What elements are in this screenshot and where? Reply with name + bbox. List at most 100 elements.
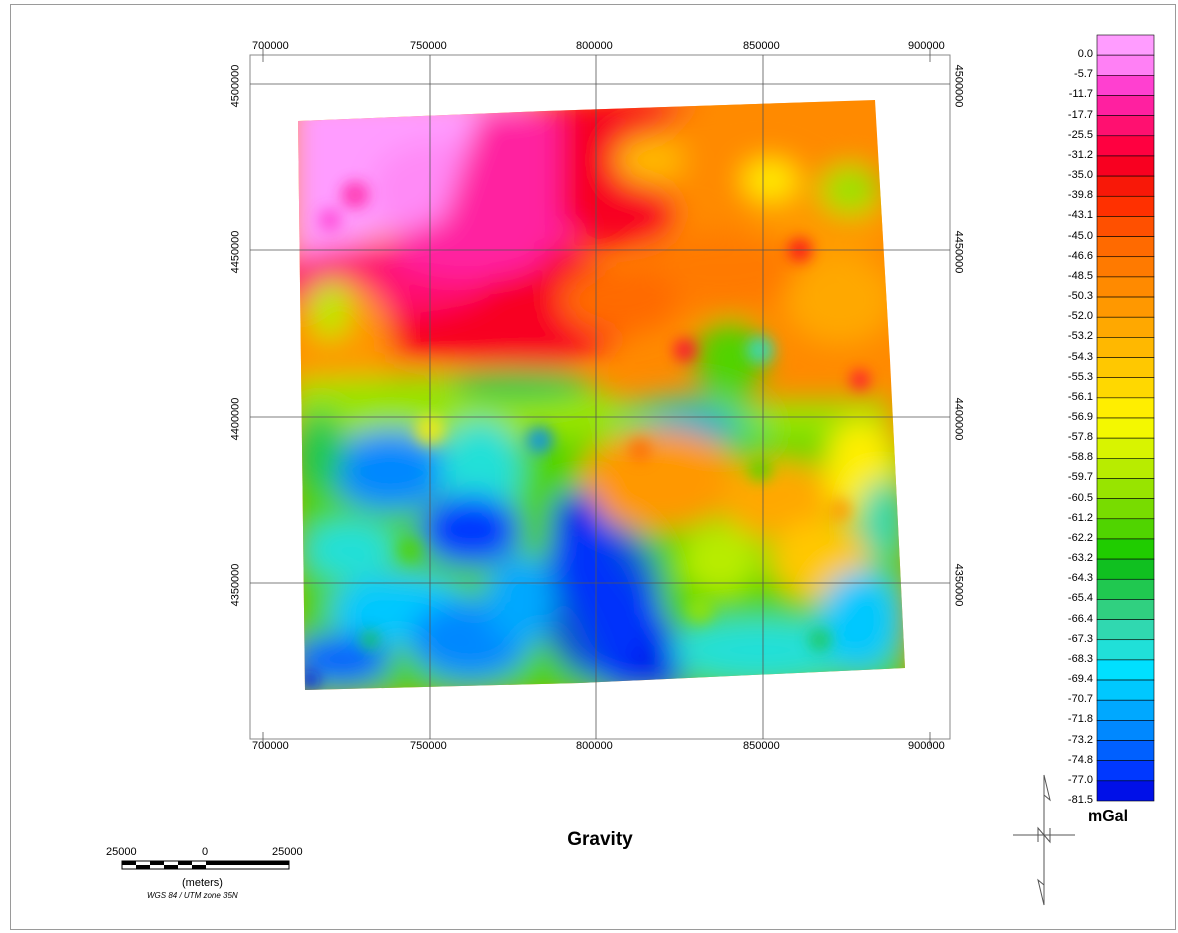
- legend-label: -39.8: [1067, 189, 1093, 202]
- coordinate-grid: [250, 55, 950, 739]
- legend-label: -55.3: [1067, 370, 1093, 383]
- x-tick-top-800000: 800000: [576, 40, 613, 52]
- y-tick-right-4450000: 4450000: [952, 230, 965, 274]
- legend-swatch: [1096, 740, 1155, 761]
- x-tick-bottom-750000: 750000: [410, 740, 447, 752]
- legend-label: -52.0: [1067, 310, 1093, 323]
- legend-swatch: [1096, 619, 1155, 641]
- scale-unit-label: (meters): [182, 877, 223, 889]
- legend-swatch: [1096, 639, 1155, 661]
- legend-swatch: [1096, 538, 1155, 560]
- legend-swatch: [1096, 357, 1155, 378]
- legend-label: -54.3: [1067, 350, 1093, 363]
- scale-center-label: 0: [202, 846, 209, 858]
- projection-label: WGS 84 / UTM zone 35N: [147, 891, 238, 900]
- legend-swatch: [1096, 599, 1155, 620]
- legend-swatch: [1096, 34, 1155, 56]
- legend-label: -43.1: [1067, 209, 1093, 222]
- legend-label: -57.8: [1067, 431, 1093, 444]
- y-tick-right-4350000: 4350000: [952, 563, 965, 607]
- legend-label: -11.7: [1068, 88, 1093, 101]
- legend-swatch: [1096, 558, 1155, 580]
- x-tick-top-750000: 750000: [410, 40, 447, 52]
- x-tick-bottom-900000: 900000: [908, 740, 945, 752]
- legend-swatch: [1096, 699, 1155, 721]
- scale-right-label: 25000: [272, 846, 303, 858]
- legend-label: -65.4: [1067, 592, 1093, 605]
- legend-swatch: [1096, 155, 1155, 177]
- legend-label: -25.5: [1067, 128, 1093, 141]
- legend-unit: mGal: [1088, 808, 1129, 825]
- legend-swatch: [1096, 256, 1155, 278]
- legend-swatch: [1096, 216, 1155, 237]
- legend-swatch: [1096, 659, 1155, 681]
- legend-label: -17.7: [1067, 108, 1093, 121]
- map-neatline: [249, 54, 951, 740]
- legend-swatch: [1096, 95, 1155, 116]
- legend-label: -48.5: [1067, 269, 1093, 282]
- legend-swatch: [1096, 397, 1155, 419]
- legend-label: -77.0: [1067, 773, 1093, 786]
- map-title: Gravity: [567, 829, 633, 850]
- legend-label: -67.3: [1067, 632, 1093, 645]
- scale-bar: [121, 860, 290, 870]
- legend-label: -45.0: [1067, 229, 1093, 242]
- legend-swatch: [1096, 720, 1155, 741]
- x-tick-top-700000: 700000: [252, 40, 289, 52]
- legend-label: -81.5: [1067, 794, 1093, 806]
- legend-label: -46.6: [1067, 249, 1093, 262]
- x-tick-top-900000: 900000: [908, 40, 945, 52]
- legend-swatch: [1096, 760, 1155, 782]
- legend-label: -68.3: [1067, 652, 1093, 665]
- y-tick-left-4400000: 4400000: [229, 397, 242, 441]
- scale-left-label: 25000: [106, 846, 137, 858]
- legend-swatch: [1096, 296, 1155, 318]
- north-arrow-icon: [1013, 774, 1075, 906]
- x-tick-top-850000: 850000: [743, 40, 780, 52]
- legend-swatch: [1096, 337, 1155, 358]
- legend-swatch: [1096, 75, 1155, 96]
- legend-swatch: [1096, 780, 1155, 802]
- y-tick-left-4350000: 4350000: [229, 563, 242, 607]
- legend-swatch: [1096, 115, 1155, 137]
- legend-label: -61.2: [1067, 511, 1093, 524]
- legend-swatch: [1096, 437, 1155, 459]
- legend-label: -71.8: [1067, 713, 1093, 726]
- legend-label: -73.2: [1067, 733, 1093, 746]
- legend-swatch: [1096, 478, 1155, 499]
- legend-swatch: [1096, 135, 1155, 157]
- x-tick-bottom-800000: 800000: [576, 740, 613, 752]
- legend-label: -35.0: [1067, 169, 1093, 182]
- legend-label: -56.1: [1067, 390, 1093, 403]
- legend-label: -70.7: [1067, 693, 1093, 706]
- legend-swatch: [1096, 175, 1155, 197]
- legend-swatch: [1096, 498, 1155, 520]
- legend-label: -53.2: [1067, 330, 1093, 343]
- legend-label: 0.0: [1077, 48, 1093, 61]
- legend-swatch: [1096, 417, 1155, 439]
- legend-label: -66.4: [1067, 612, 1093, 625]
- legend-label: -31.2: [1067, 148, 1093, 161]
- map-frame: [10, 4, 1176, 930]
- legend-label: -5.7: [1074, 68, 1093, 81]
- legend-swatch: [1096, 458, 1155, 479]
- x-tick-bottom-850000: 850000: [743, 740, 780, 752]
- legend-label: -74.8: [1067, 753, 1093, 766]
- legend-swatch: [1096, 316, 1155, 338]
- legend-label: -60.5: [1067, 491, 1093, 504]
- gravity-surface: [298, 100, 905, 690]
- legend-label: -59.7: [1067, 471, 1093, 484]
- legend-label: -50.3: [1067, 290, 1093, 303]
- x-tick-bottom-700000: 700000: [252, 740, 289, 752]
- legend-swatch: [1096, 54, 1155, 76]
- legend-swatch: [1096, 578, 1155, 600]
- legend-color-ramp: [1096, 34, 1155, 802]
- legend-label: -58.8: [1067, 451, 1093, 464]
- legend-label: -63.2: [1067, 552, 1093, 565]
- y-tick-left-4450000: 4450000: [229, 230, 242, 274]
- legend-label: -69.4: [1067, 673, 1093, 686]
- y-tick-right-4500000: 4500000: [952, 64, 965, 108]
- legend-swatch: [1096, 195, 1155, 217]
- legend-swatch: [1096, 236, 1155, 258]
